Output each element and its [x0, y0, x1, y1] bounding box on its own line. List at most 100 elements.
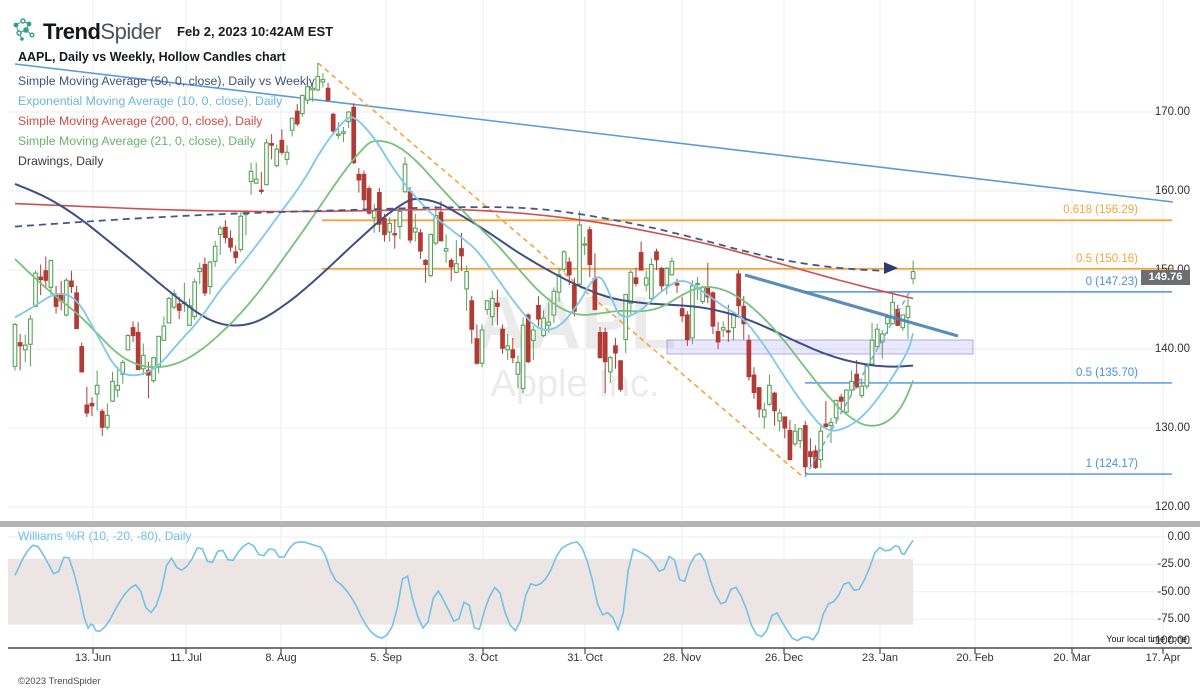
candle-body [772, 392, 777, 412]
indicator-axis-label: 0.00 [1167, 531, 1190, 543]
williams-r-label[interactable]: Williams %R (10, -20, -80), Daily [18, 529, 192, 543]
candle-body [202, 263, 208, 294]
candle-body [530, 329, 536, 341]
candle-body [566, 261, 572, 276]
candle-body [74, 292, 79, 330]
candle-body [351, 106, 357, 164]
candle-body [305, 86, 310, 101]
candle-body [12, 323, 18, 367]
candle-body [484, 300, 490, 311]
candle-body [315, 75, 321, 91]
candle-body [561, 251, 567, 270]
sma-50-daily-line [14, 182, 914, 368]
candle-body [110, 380, 115, 402]
candle-body [515, 361, 521, 375]
date-axis-label: 13. Jun [74, 652, 112, 664]
candle-body [279, 139, 285, 153]
candle-body [607, 357, 613, 373]
sma-50-weekly-dashed-line [14, 206, 883, 272]
legend-item[interactable]: Drawings, Daily [18, 154, 104, 168]
candle-body [212, 245, 218, 262]
candle-body [638, 252, 644, 271]
candle-body [505, 345, 511, 351]
date-axis-label: 3. Oct [468, 652, 498, 664]
price-axis-label: 130.00 [1154, 422, 1190, 434]
candle-body [248, 170, 254, 183]
candle-body [99, 410, 105, 428]
candle-body [223, 226, 228, 239]
symbol-title[interactable]: AAPL, Daily vs Weekly, Hollow Candles ch… [18, 50, 286, 64]
candle-body [253, 178, 259, 184]
candle-body [382, 218, 387, 235]
candle-body [541, 317, 546, 337]
williams-r-line [14, 539, 914, 642]
candle-body [105, 414, 110, 428]
candle-body [84, 404, 90, 414]
candle-body [479, 329, 485, 364]
candle-body [428, 233, 434, 277]
legend-item[interactable]: Simple Moving Average (50, 0, close), Da… [18, 74, 315, 88]
sma-21-line [14, 139, 914, 427]
candle-body [592, 278, 598, 311]
candle-body [741, 305, 747, 325]
candle-body [176, 303, 182, 311]
fib-level-label: 0.618 (156.29) [1063, 204, 1138, 217]
candle-body [654, 251, 659, 261]
candle-body [161, 325, 167, 341]
candle-body [258, 189, 264, 192]
candle-body [330, 113, 336, 132]
candle-body [469, 300, 475, 330]
indicator-axis-label: -25.00 [1157, 558, 1190, 571]
candle-body [787, 429, 793, 461]
candle-body [864, 365, 870, 387]
candle-body [89, 402, 95, 407]
candle-body [664, 267, 670, 286]
candle-body [720, 327, 726, 331]
candle-body [28, 318, 33, 345]
candle-body [392, 233, 398, 236]
candle-body [192, 281, 197, 318]
candle-body [43, 270, 49, 281]
candle-body [448, 259, 454, 268]
candle-body [489, 297, 495, 318]
legend-item[interactable]: Simple Moving Average (200, 0, close), D… [18, 114, 263, 128]
candle-body [341, 131, 346, 134]
legend-item[interactable]: Simple Moving Average (21, 0, close), Da… [18, 134, 256, 148]
candle-body [767, 384, 772, 405]
candle-body [669, 260, 675, 276]
chart-legend: AAPL, Daily vs Weekly, Hollow Candles ch… [18, 50, 315, 171]
candle-body [731, 312, 736, 329]
trendspider-logo-icon [10, 16, 37, 48]
candle-body [438, 211, 444, 242]
candle-body [761, 409, 767, 418]
candle-body [756, 387, 762, 410]
candle-body [294, 110, 300, 125]
fib-level-label: 0.5 (135.70) [1075, 366, 1138, 379]
candle-body [325, 87, 331, 101]
candle-body [792, 430, 798, 445]
candle-body [910, 271, 916, 280]
candle-body [890, 301, 895, 325]
candle-body [361, 173, 367, 201]
sma-200-line [14, 202, 914, 300]
candle-body [171, 293, 177, 308]
indicator-axis-label: -100.00 [1150, 635, 1190, 647]
candle-body [274, 148, 280, 167]
trendspider-logo-text: TrendSpider [43, 19, 161, 44]
candle-body [366, 188, 372, 214]
candle-body [197, 267, 203, 273]
candle-body [587, 229, 593, 266]
candle-body [715, 331, 721, 343]
candle-body [885, 316, 890, 325]
candle-body [387, 222, 392, 233]
candle-body [464, 271, 469, 290]
candle-body [777, 412, 783, 422]
fib-level-label: 1 (124.17) [1085, 458, 1138, 471]
candle-body [17, 342, 23, 347]
candle-body [269, 143, 274, 146]
candle-body [582, 243, 588, 246]
legend-item[interactable]: Exponential Moving Average (10, 0, close… [18, 94, 283, 108]
date-axis-label: 17. Apr [1145, 652, 1181, 664]
candle-body [397, 210, 403, 228]
